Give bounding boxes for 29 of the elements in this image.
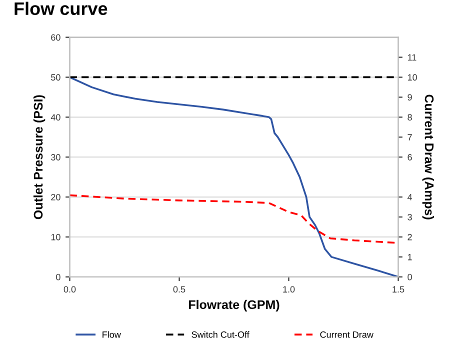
x-axis-title: Flowrate (GPM) [189, 300, 280, 312]
y2-tick-label: 10 [408, 74, 417, 81]
legend-label: Switch Cut-Off [192, 331, 250, 338]
y-tick-label: 20 [51, 194, 60, 200]
y-tick-label: 10 [51, 234, 60, 240]
y-tick-label: 40 [50, 114, 60, 121]
y2-tick-label: 3 [408, 214, 412, 220]
x-tick-label: 1.5 [392, 286, 404, 293]
legend-label: Flow [102, 331, 121, 338]
y2-tick-label: 8 [408, 114, 412, 121]
y-tick-label: 50 [51, 74, 60, 81]
y2-tick-label: 9 [408, 94, 412, 101]
legend-label: Current Draw [320, 331, 374, 338]
y2-axis-title: Current Draw (Amps) [422, 94, 434, 220]
y2-tick-label: 0 [408, 274, 412, 280]
y-axis-title: Outlet Pressure (PSI) [33, 95, 46, 220]
x-tick-label: 0.0 [64, 286, 76, 293]
y2-tick-label: 11 [408, 54, 416, 61]
x-tick-label: 0.5 [173, 286, 186, 293]
y2-tick-label: 7 [408, 134, 412, 140]
chart-title: Flow curve [14, 2, 108, 16]
y-tick-label: 60 [51, 34, 60, 41]
y2-tick-label: 1 [408, 254, 412, 260]
y2-tick-label: 6 [408, 154, 412, 160]
y-tick-label: 30 [51, 154, 60, 160]
x-tick-label: 1.0 [283, 286, 295, 293]
y2-tick-label: 2 [408, 234, 412, 240]
y2-tick-label: 4 [407, 194, 412, 200]
y-tick-label: 0 [56, 274, 60, 280]
